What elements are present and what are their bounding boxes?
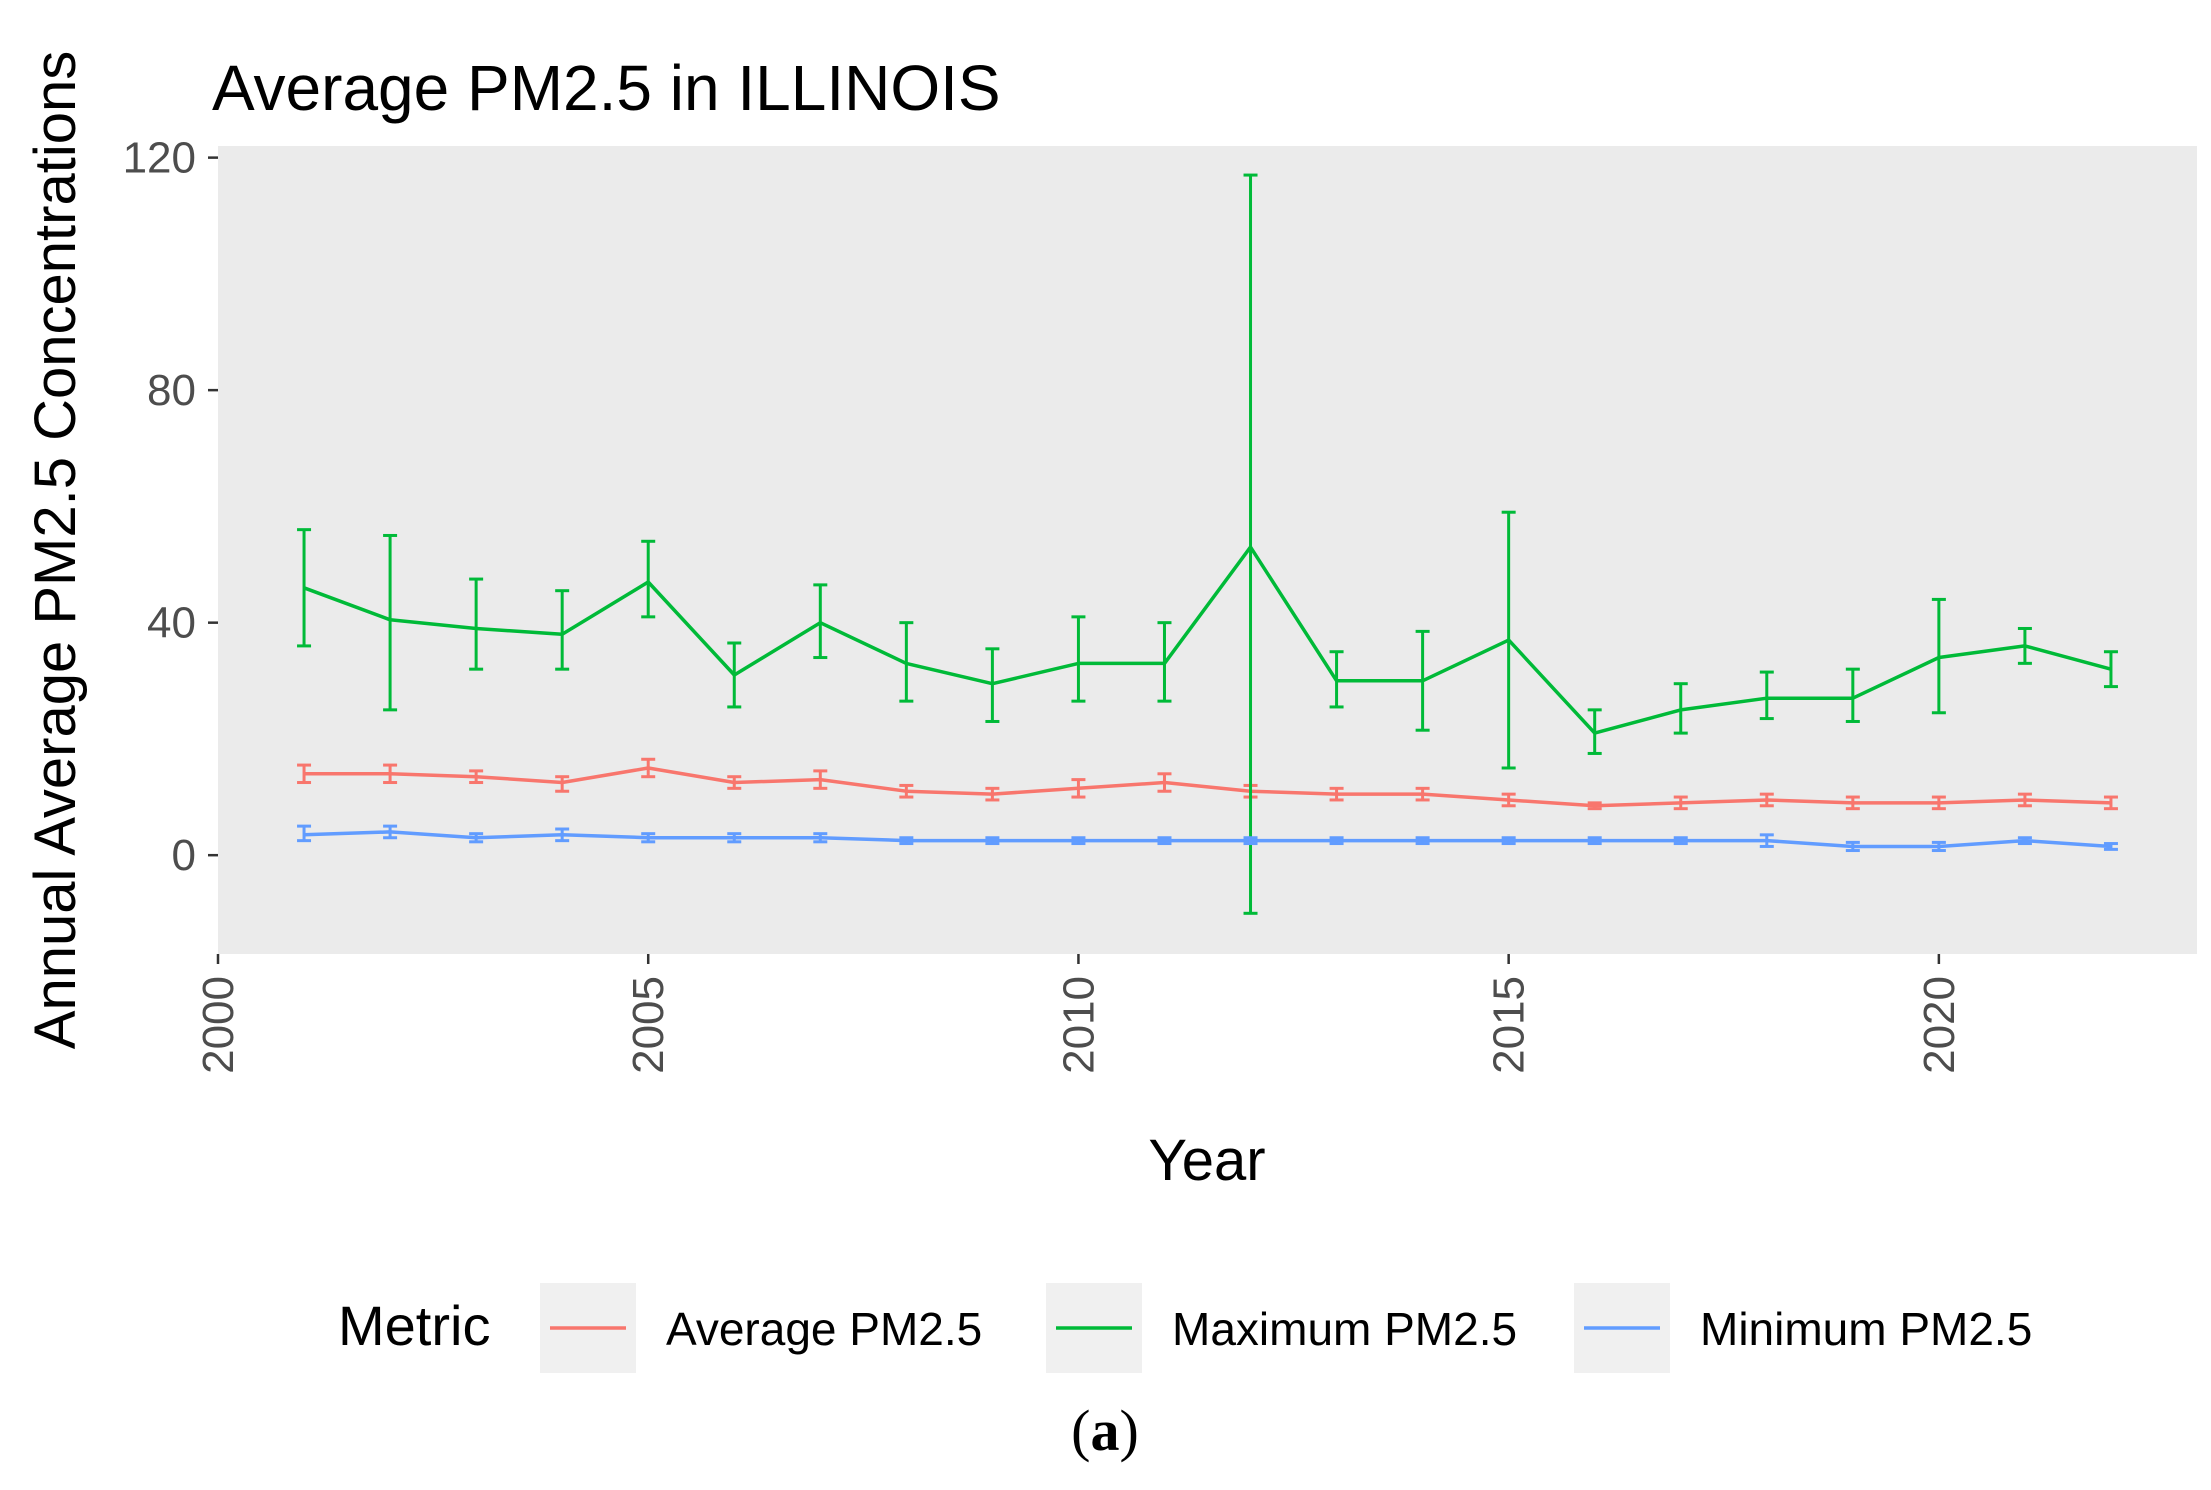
- series-minimum-pm2-5: [297, 824, 2118, 853]
- x-tick-label: 2005: [624, 976, 673, 1074]
- x-tick-label: 2020: [1915, 976, 1964, 1074]
- series-layer: [297, 173, 2118, 915]
- error-bar: [383, 533, 398, 712]
- legend-label: Maximum PM2.5: [1172, 1303, 1517, 1355]
- x-axis: 2000 2005 2010 2015 2020: [194, 954, 1964, 1074]
- legend-label: Minimum PM2.5: [1700, 1303, 2032, 1355]
- x-tick-label: 2000: [194, 976, 243, 1074]
- y-tick-label: 80: [147, 366, 196, 415]
- error-bar: [555, 589, 570, 671]
- legend-items: Average PM2.5 Maximum PM2.5 Minimum PM2.5: [540, 1283, 2032, 1373]
- caption-close-paren: ): [1120, 1398, 1139, 1463]
- error-bar: [641, 539, 656, 619]
- y-axis: 0 40 80 120: [123, 134, 218, 880]
- series-line: [303, 830, 2112, 849]
- y-tick-label: 40: [147, 599, 196, 648]
- legend-item-minimum-pm2-5: Minimum PM2.5: [1574, 1283, 2032, 1373]
- series-maximum-pm2-5: [297, 173, 2118, 915]
- y-tick-label: 0: [172, 831, 196, 880]
- legend: Metric Average PM2.5 Maximum PM2.5 Minimum…: [338, 1283, 2032, 1373]
- legend-item-average-pm2-5: Average PM2.5: [540, 1283, 982, 1373]
- y-axis-title: Annual Average PM2.5 Concentrations: [23, 51, 88, 1049]
- x-axis-title: Year: [1148, 1128, 1265, 1193]
- figure-caption: (a): [1071, 1398, 1139, 1463]
- error-bar: [1071, 615, 1086, 703]
- plot-panel: [218, 146, 2197, 954]
- series-line: [303, 545, 2112, 735]
- error-bar: [1243, 173, 1258, 915]
- y-tick-label: 120: [123, 134, 196, 183]
- error-bar: [1845, 667, 1860, 723]
- caption-open-paren: (: [1071, 1398, 1090, 1463]
- series-line: [304, 766, 2112, 808]
- error-bar: [469, 577, 484, 671]
- x-tick-label: 2010: [1054, 976, 1103, 1074]
- chart-title: Average PM2.5 in ILLINOIS: [212, 52, 1001, 124]
- error-bar: [1759, 670, 1774, 721]
- legend-label: Average PM2.5: [666, 1303, 982, 1355]
- caption-letter: a: [1091, 1398, 1120, 1463]
- x-tick-label: 2015: [1485, 976, 1534, 1074]
- legend-item-maximum-pm2-5: Maximum PM2.5: [1046, 1283, 1517, 1373]
- legend-title: Metric: [338, 1294, 490, 1357]
